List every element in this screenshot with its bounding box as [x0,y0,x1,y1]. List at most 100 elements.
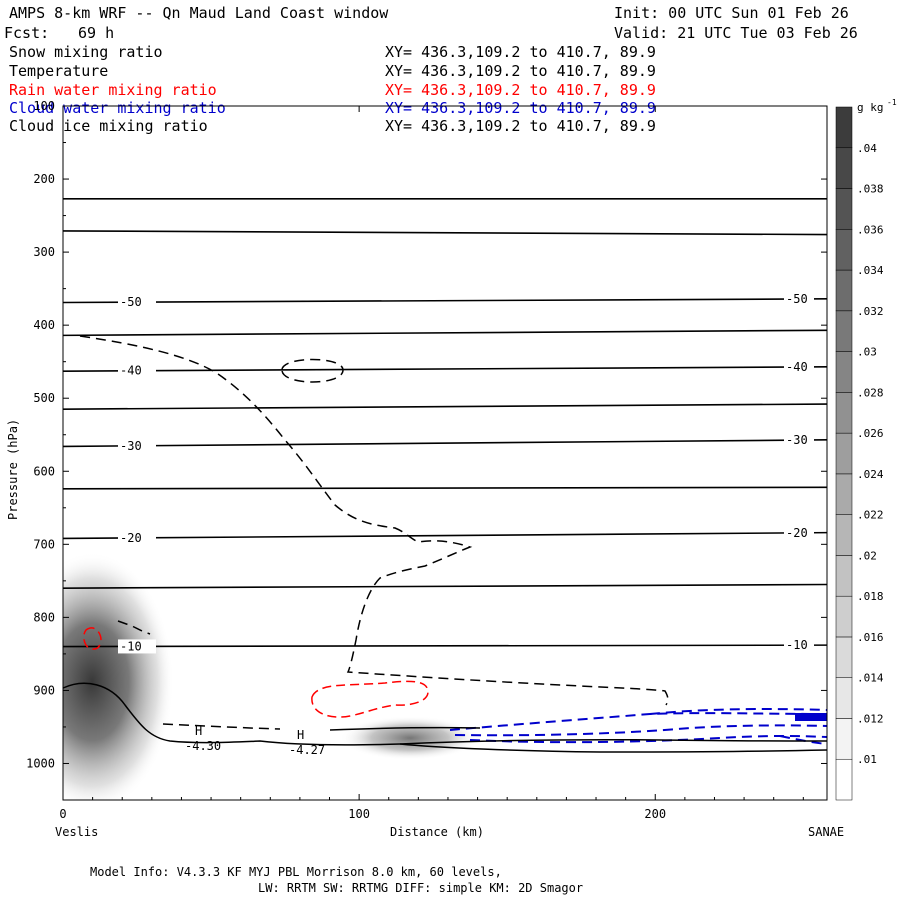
x-left-location: Veslis [55,825,98,839]
x-tick-label: 200 [644,807,666,821]
y-tick-label: 100 [33,99,55,113]
isotherm [63,365,827,372]
cloud-water-contour [649,708,828,715]
x-tick-label: 0 [59,807,66,821]
cloud-ice-contours [79,335,669,730]
isotherm [63,329,827,337]
cloud-water-contours [449,708,828,745]
cloud-water-contour [454,724,828,737]
legend-name: Rain water mixing ratio [9,81,217,99]
colorbar-label: .04 [857,142,877,155]
colorbar-label: .016 [857,631,884,644]
rain-water-contour [311,680,429,718]
cloud-ice-contour [117,620,151,635]
isotherm-label-bg [784,638,814,653]
colorbar-label: .028 [857,386,884,399]
isotherm-label-bg [118,530,156,545]
y-tick-label: 300 [33,245,55,259]
isotherm-label: -50 [786,292,808,306]
legend: Snow mixing ratio XY= 436.3,109.2 to 410… [9,43,656,135]
colorbar-label: .026 [857,427,884,440]
colorbar-swatch [835,677,853,719]
isotherm [63,403,827,410]
init-time: Init: 00 UTC Sun 01 Feb 26 [614,4,849,22]
colorbar-swatch [835,351,853,393]
isotherm-label-bg [784,359,814,374]
isotherm-label: -20 [120,531,142,545]
isotherm [63,230,827,236]
y-tick-label: 400 [33,318,55,332]
colorbar: g kg -1 .01 .012 .014 .016 .018 .02 .022 .024 .0… [835,98,897,801]
colorbar-swatch [835,595,853,638]
colorbar-label: .032 [857,305,884,318]
x-axis-label: Distance (km) [390,825,484,839]
legend-xy: XY= 436.3,109.2 to 410.7, 89.9 [385,62,656,80]
y-tick-label: 500 [33,391,55,405]
high-label: H [297,728,304,742]
isotherm-label: -20 [786,526,808,540]
colorbar-swatch [835,432,853,475]
colorbar-swatch [835,636,853,678]
chart-title: AMPS 8-km WRF -- Qn Maud Land Coast wind… [9,4,389,22]
rain-water-contours [83,627,429,718]
colorbar-swatch [835,229,853,271]
colorbar-swatch [835,147,853,189]
isotherm-label-bg [118,363,156,378]
colorbar-swatch [835,555,853,597]
legend-xy: XY= 436.3,109.2 to 410.7, 89.9 [385,81,656,99]
y-tick-label: 900 [33,683,55,697]
terrain-surface [62,682,828,746]
legend-name: Snow mixing ratio [9,43,163,61]
y-tick-label: 1000 [26,756,55,770]
cloud-ice-contour [281,358,344,383]
y-tick-label: 600 [33,464,55,478]
terrain-surface [399,743,828,753]
colorbar-swatch [835,473,853,515]
colorbar-label: .036 [857,223,884,236]
isotherms: -50 -50 -40 -40 -30 -30 -20 -20 -10 -10 [63,197,827,654]
footer: Model Info: V4.3.3 KF MYJ PBL Morrison 8… [90,865,583,895]
colorbar-swatch [835,188,853,230]
colorbar-label: .014 [857,672,884,685]
x-tick-label: 100 [348,807,370,821]
isotherm [63,531,827,540]
isotherm-label: -30 [786,433,808,447]
isotherm-label: -10 [786,638,808,652]
high-markers: H -4.30 H -4.27 [185,724,325,757]
plot-area: -50 -50 -40 -40 -30 -30 -20 -20 -10 -10 [26,99,828,821]
high-label: H [195,724,202,738]
terrain [62,682,828,753]
colorbar-label: .02 [857,549,877,562]
legend-name: Cloud ice mixing ratio [9,117,208,135]
colorbar-swatch [835,718,853,760]
y-tick-label: 700 [33,537,55,551]
physics-info: LW: RRTM SW: RRTMG DIFF: simple KM: 2D S… [258,881,583,895]
isotherm [63,439,827,448]
cloud-water-max [795,713,827,721]
isotherm-label: -40 [786,360,808,374]
rain-water-contour [83,627,102,650]
colorbar-label: .038 [857,183,884,196]
isotherm-label-bg [784,525,814,540]
cloud-ice-contour [162,723,281,730]
isotherm-label: -40 [120,364,142,378]
colorbar-label: .018 [857,590,884,603]
model-info: Model Info: V4.3.3 KF MYJ PBL Morrison 8… [90,865,502,879]
isotherm [63,583,827,589]
colorbar-swatch [835,310,853,352]
colorbar-swatch [835,106,853,149]
isotherm-label: -50 [120,295,142,309]
colorbar-unit-exponent: -1 [887,98,897,107]
terrain-surface [329,726,481,731]
colorbar-swatch [835,514,853,556]
snow-shading-area [63,552,174,800]
colorbar-label: .012 [857,712,884,725]
plot-frame [62,105,828,801]
cloud-water-contour [779,735,828,745]
isotherm-label-bg [118,295,156,310]
valid-time: Valid: 21 UTC Tue 03 Feb 26 [614,24,858,42]
isotherm-label-bg [118,639,156,654]
isotherm [63,298,827,304]
colorbar-swatch [835,392,853,434]
cloud-water-contour [449,712,828,731]
